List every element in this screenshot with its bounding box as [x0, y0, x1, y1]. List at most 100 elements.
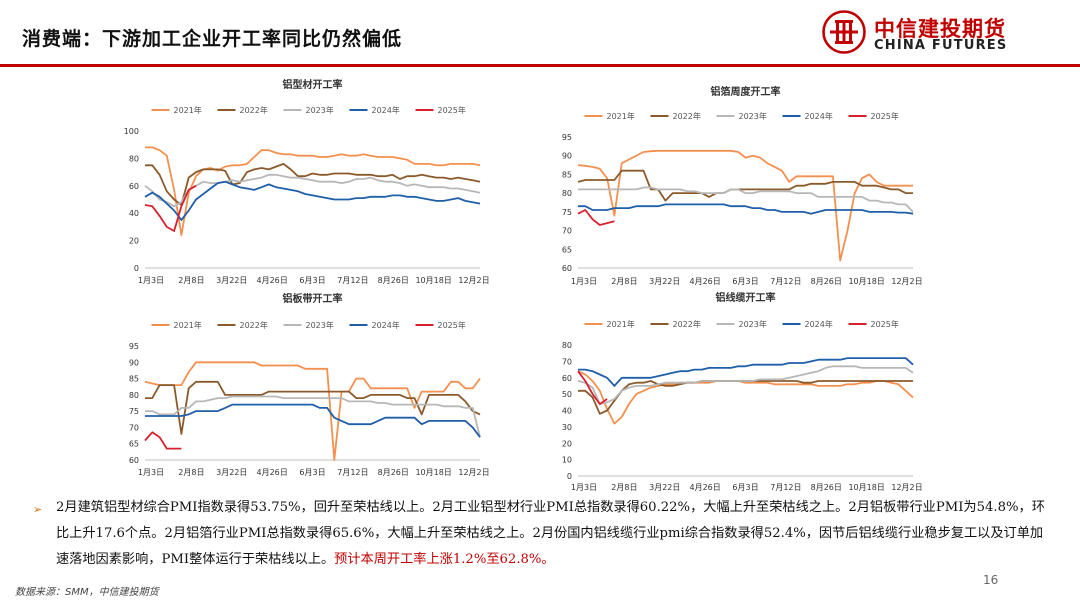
series-line — [144, 431, 182, 450]
x-tick-label: 6月3日 — [732, 483, 758, 492]
x-tick-label: 3月22日 — [649, 483, 680, 492]
header-divider — [0, 64, 1080, 67]
y-tick-label: 50 — [562, 390, 572, 399]
series-line — [578, 380, 913, 415]
series-line — [578, 357, 914, 387]
y-tick-label: 60 — [129, 456, 139, 465]
y-tick-label: 30 — [562, 423, 572, 432]
series-line — [577, 365, 914, 405]
legend-label: 2023年 — [306, 320, 334, 330]
x-tick-label: 7月12日 — [770, 483, 801, 492]
y-tick-label: 90 — [129, 358, 139, 367]
summary-text: 2月建筑铝型材综合PMI指数录得53.75%，回升至荣枯线以上。2月工业铝型材行… — [56, 500, 1045, 567]
series-line — [145, 146, 481, 237]
x-tick-label: 2月8日 — [178, 276, 204, 285]
y-tick-label: 60 — [129, 182, 139, 191]
y-tick-label: 40 — [129, 209, 139, 218]
series-line — [577, 169, 913, 202]
series-line — [144, 185, 197, 232]
legend-label: 2024年 — [805, 111, 833, 121]
x-tick-label: 1月3日 — [571, 483, 597, 492]
legend-label: 2025年 — [871, 319, 899, 329]
legend-label: 2022年 — [673, 111, 701, 121]
header: 消费端：下游加工企业开工率同比仍然偏低 中信建投期货 CHINA FUTURES — [0, 0, 1080, 68]
y-tick-label: 100 — [124, 127, 139, 136]
series-line — [145, 395, 481, 438]
series-line — [578, 186, 914, 213]
x-tick-label: 3月22日 — [649, 277, 680, 286]
x-tick-label: 2月8日 — [611, 277, 637, 286]
y-tick-label: 70 — [562, 357, 572, 366]
legend-label: 2021年 — [607, 319, 635, 329]
logo-chinese-name: 中信建投期货 — [874, 17, 1006, 41]
bullet-icon: ➢ — [33, 503, 43, 516]
x-tick-label: 4月26日 — [689, 483, 720, 492]
x-tick-label: 12月2日 — [891, 277, 922, 286]
summary-paragraph: 2月建筑铝型材综合PMI指数录得53.75%，回升至荣枯线以上。2月工业铝型材行… — [56, 495, 1056, 573]
series-line — [578, 203, 914, 215]
page-title: 消费端：下游加工企业开工率同比仍然偏低 — [22, 28, 403, 50]
series-line — [145, 163, 481, 206]
legend-label: 2023年 — [306, 105, 334, 115]
x-tick-label: 8月26日 — [378, 468, 409, 477]
x-tick-label: 10月18日 — [848, 277, 884, 286]
y-tick-label: 95 — [562, 133, 572, 142]
y-tick-label: 60 — [562, 374, 572, 383]
y-tick-label: 80 — [562, 189, 572, 198]
y-tick-label: 65 — [129, 440, 139, 449]
x-tick-label: 7月12日 — [337, 468, 368, 477]
series-line — [577, 370, 608, 405]
x-tick-label: 6月3日 — [299, 276, 325, 285]
legend-label: 2025年 — [438, 320, 466, 330]
chart-profile-operating-rate: 铝型材开工率 2021年 2022年 2023年 2024年 2025年 0 20 40 60 80… — [124, 78, 490, 285]
x-tick-label: 1月3日 — [571, 277, 597, 286]
legend-label: 2021年 — [174, 320, 202, 330]
x-tick-label: 3月22日 — [216, 276, 247, 285]
y-tick-label: 0 — [134, 264, 139, 273]
legend-label: 2022年 — [240, 105, 268, 115]
legend-label: 2023年 — [739, 319, 767, 329]
x-tick-label: 8月26日 — [378, 276, 409, 285]
y-tick-label: 40 — [562, 407, 572, 416]
series-line — [577, 149, 913, 262]
y-tick-label: 60 — [562, 264, 572, 273]
y-tick-label: 80 — [562, 341, 572, 350]
legend-label: 2025年 — [871, 111, 899, 121]
chart-title: 铝板带开工率 — [283, 292, 343, 305]
y-tick-label: 85 — [562, 170, 572, 179]
chart-strip-operating-rate: 铝板带开工率 2021年 2022年 2023年 2024年 2025年 60 65 70 75 8… — [129, 292, 490, 477]
legend-label: 2024年 — [372, 320, 400, 330]
x-tick-label: 10月18日 — [415, 468, 451, 477]
x-tick-label: 6月3日 — [299, 468, 325, 477]
logo-english-name: CHINA FUTURES — [874, 38, 1008, 53]
page-number: 16 — [983, 573, 999, 587]
x-tick-label: 12月2日 — [891, 483, 922, 492]
y-tick-label: 95 — [129, 342, 139, 351]
x-tick-label: 10月18日 — [415, 276, 451, 285]
x-tick-label: 4月26日 — [689, 277, 720, 286]
x-tick-label: 1月3日 — [138, 468, 164, 477]
x-tick-label: 8月26日 — [811, 277, 842, 286]
legend-label: 2025年 — [438, 105, 466, 115]
x-tick-label: 12月2日 — [458, 276, 489, 285]
x-tick-label: 3月22日 — [216, 468, 247, 477]
company-logo: 中信建投期货 CHINA FUTURES — [822, 10, 1072, 58]
x-tick-label: 10月18日 — [848, 483, 884, 492]
x-tick-label: 8月26日 — [811, 483, 842, 492]
chart-cable-operating-rate: 铝线缆开工率 2021年 2022年 2023年 2024年 2025年 0 10 20 30 40… — [562, 291, 923, 492]
y-tick-label: 70 — [129, 423, 139, 432]
y-tick-label: 75 — [562, 208, 572, 217]
legend-label: 2021年 — [174, 105, 202, 115]
y-tick-label: 0 — [567, 472, 572, 481]
legend-label: 2024年 — [805, 319, 833, 329]
x-tick-label: 2月8日 — [178, 468, 204, 477]
y-tick-label: 20 — [129, 237, 139, 246]
series-line — [577, 209, 615, 226]
series-line — [145, 403, 481, 438]
y-tick-label: 65 — [562, 245, 572, 254]
x-tick-label: 2月8日 — [611, 483, 637, 492]
legend-label: 2024年 — [372, 105, 400, 115]
legend-label: 2023年 — [739, 111, 767, 121]
y-tick-label: 85 — [129, 375, 139, 384]
y-tick-label: 75 — [129, 407, 139, 416]
